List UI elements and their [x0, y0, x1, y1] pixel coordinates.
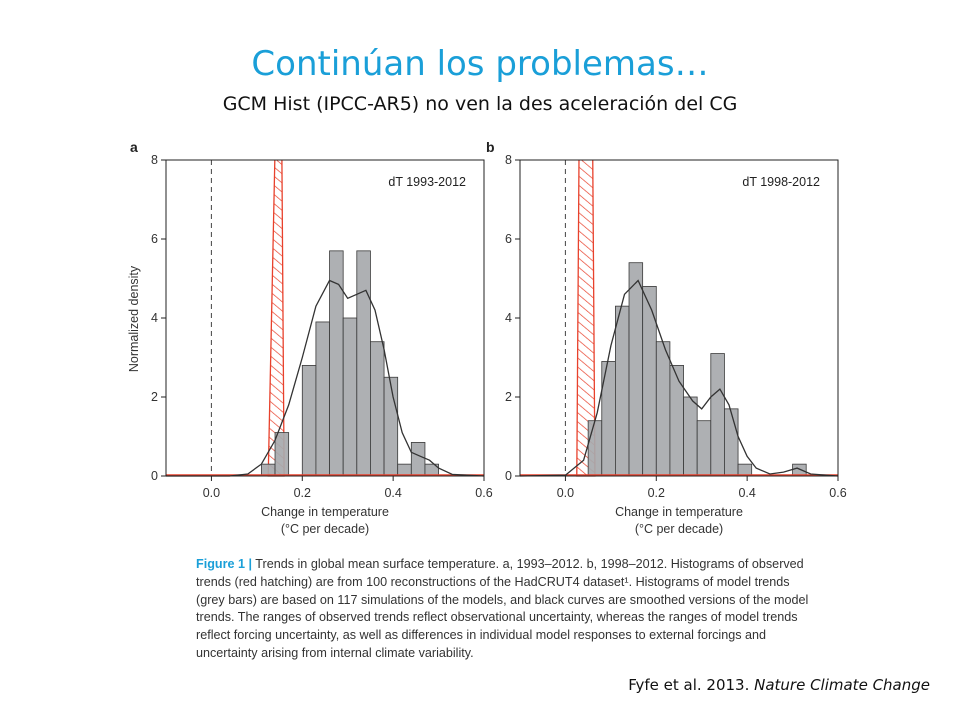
- x-tick-label: 0.6: [475, 486, 492, 500]
- model-bar: [370, 341, 385, 477]
- panel-b: 0.0 0.2 0.4 0.6 0 2 4 6 8 dT 1998-2012 Change in t…: [505, 153, 847, 536]
- period-annotation: dT 1998-2012: [742, 175, 820, 189]
- period-annotation: dT 1993-2012: [388, 175, 466, 189]
- model-bar: [642, 285, 657, 477]
- y-tick-label: 2: [151, 390, 158, 404]
- model-bar: [329, 250, 344, 477]
- model-bar: [274, 432, 290, 477]
- x-tick-label: 0.2: [294, 486, 311, 500]
- y-tick-label: 4: [151, 311, 158, 325]
- y-tick-label: 0: [151, 469, 158, 483]
- model-bar: [696, 420, 712, 477]
- plot-area-b: [520, 160, 839, 477]
- panel-label-a: a: [130, 139, 138, 155]
- model-bar: [356, 250, 371, 477]
- y-tick-label: 4: [505, 311, 512, 325]
- model-bar: [301, 364, 317, 477]
- slide-subtitle: GCM Hist (IPCC-AR5) no ven la des aceler…: [222, 93, 738, 115]
- x-axis-label: Change in temperature: [615, 505, 743, 519]
- model-bar: [628, 262, 644, 477]
- model-bar: [315, 321, 330, 477]
- x-tick-label: 0.4: [738, 486, 755, 500]
- model-bar: [737, 463, 753, 477]
- y-tick-label: 8: [151, 153, 158, 167]
- model-bar: [410, 442, 426, 477]
- model-bar: [792, 463, 807, 477]
- model-bar: [683, 396, 698, 477]
- model-bar: [614, 305, 630, 477]
- plot-area-a: [166, 160, 485, 477]
- y-tick-label: 8: [505, 153, 512, 167]
- y-tick-label: 6: [505, 232, 512, 246]
- model-bar: [260, 463, 276, 477]
- model-smoothed-curve: [520, 279, 839, 477]
- model-bar: [587, 420, 603, 477]
- x-tick-label: 0.4: [384, 486, 401, 500]
- figure: a b Normalized density 0.0 0.2 0.4 0.6 0 2 4 6 8…: [118, 128, 870, 674]
- x-axis-unit-label: (°C per decade): [635, 522, 723, 536]
- x-tick-label: 0.6: [829, 486, 846, 500]
- model-bar: [655, 341, 671, 477]
- observed-trend-hatch: [267, 160, 285, 477]
- citation: Fyfe et al. 2013. Nature Climate Change: [628, 676, 930, 694]
- caption-figure-label: Figure 1 |: [196, 557, 253, 571]
- model-bar: [669, 364, 684, 477]
- model-bar: [397, 463, 412, 477]
- y-tick-label: 6: [151, 232, 158, 246]
- y-tick-label: 2: [505, 390, 512, 404]
- panel-label-b: b: [486, 139, 495, 155]
- y-tick-label: 0: [505, 469, 512, 483]
- figure-histograms: a b Normalized density 0.0 0.2 0.4 0.6 0 2 4 6 8…: [127, 139, 847, 536]
- x-axis-unit-label: (°C per decade): [281, 522, 369, 536]
- x-tick-label: 0.2: [648, 486, 665, 500]
- model-bar: [724, 408, 739, 477]
- model-smoothed-curve: [166, 279, 485, 477]
- slide-title: Continúan los problemas…: [251, 44, 709, 84]
- citation-journal: Nature Climate Change: [754, 676, 930, 694]
- citation-authors: Fyfe et al. 2013.: [628, 676, 755, 694]
- caption-text: Trends in global mean surface temperatur…: [196, 557, 809, 660]
- x-tick-label: 0.0: [557, 486, 574, 500]
- y-axis-label: Normalized density: [127, 265, 141, 372]
- model-bar: [383, 376, 399, 477]
- x-axis-label: Change in temperature: [261, 505, 389, 519]
- figure-caption: Figure 1 | Trends in global mean surface…: [196, 556, 820, 663]
- panel-a: 0.0 0.2 0.4 0.6 0 2 4 6 8 dT 1993-2012 Change in t…: [151, 153, 493, 536]
- model-bar: [710, 353, 725, 477]
- model-bar: [342, 317, 358, 477]
- x-tick-label: 0.0: [203, 486, 220, 500]
